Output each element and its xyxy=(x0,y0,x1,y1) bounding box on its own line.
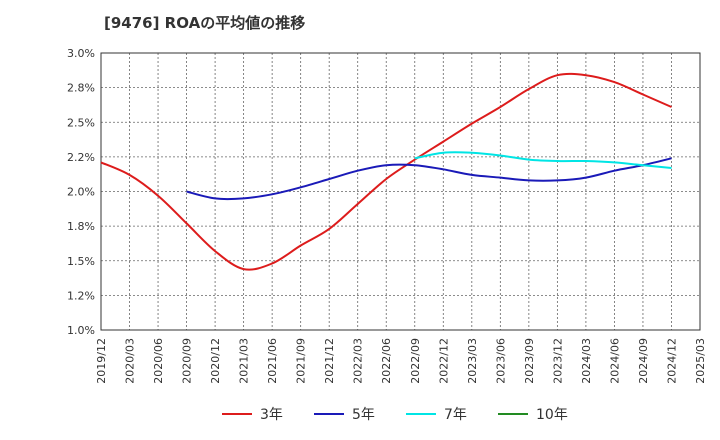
plot-area xyxy=(101,53,700,330)
series-line-3 xyxy=(414,151,672,169)
x-tick-label: 2024/06 xyxy=(608,338,621,384)
x-tick-label: 2021/06 xyxy=(266,338,279,384)
axes xyxy=(100,52,701,331)
x-tick-label: 2020/09 xyxy=(181,338,194,384)
x-tick-label: 2022/06 xyxy=(380,338,393,384)
x-tick-label: 2023/09 xyxy=(523,338,536,384)
legend-label: 10年 xyxy=(536,407,568,423)
x-tick-label: 2022/09 xyxy=(409,338,422,384)
x-tick-label: 2024/12 xyxy=(665,338,678,384)
y-tick-labels: 1.0% 1.2% 1.5% 1.8% 2.0% 2.2% 2.5% 2.8% 3.0% xyxy=(67,47,95,337)
y-tick-label: 1.2% xyxy=(67,289,95,302)
x-tick-label: 2024/03 xyxy=(580,338,593,384)
x-tick-label: 2019/12 xyxy=(95,338,108,384)
legend-label: 3年 xyxy=(260,407,283,423)
x-tick-label: 2020/03 xyxy=(124,338,137,384)
y-tick-label: 3.0% xyxy=(67,47,95,60)
x-tick-label: 2022/12 xyxy=(437,338,450,384)
y-tick-label: 2.8% xyxy=(67,82,95,95)
series-line-2 xyxy=(186,157,672,201)
x-tick-label: 2023/12 xyxy=(551,338,564,384)
y-tick-label: 2.0% xyxy=(67,186,95,199)
plot-frame xyxy=(100,52,701,331)
x-tick-label: 2021/03 xyxy=(238,338,251,384)
x-tick-label: 2024/09 xyxy=(637,338,650,384)
x-tick-label: 2023/03 xyxy=(466,338,479,384)
chart-title: [9476] ROAの平均値の推移 xyxy=(104,14,306,32)
y-tick-label: 1.0% xyxy=(67,324,95,337)
x-tick-label: 2021/12 xyxy=(323,338,336,384)
x-tick-label: 2021/09 xyxy=(295,338,308,384)
y-tick-label: 2.2% xyxy=(67,151,95,164)
x-tick-label: 2020/12 xyxy=(209,338,222,384)
x-tick-label: 2025/03 xyxy=(694,338,707,384)
y-tick-label: 1.5% xyxy=(67,255,95,268)
x-tick-labels: 2019/12 2020/03 2020/06 2020/09 2020/12 2021/… xyxy=(95,338,707,384)
series-lines xyxy=(100,72,672,271)
grid xyxy=(101,53,700,330)
x-tick-label: 2020/06 xyxy=(152,338,165,384)
y-tick-label: 1.8% xyxy=(67,220,95,233)
legend: 3年 5年 7年 10年 xyxy=(222,407,568,423)
x-tick-label: 2022/03 xyxy=(352,338,365,384)
x-tick-label: 2023/06 xyxy=(494,338,507,384)
series-line-1 xyxy=(100,72,672,271)
legend-label: 7年 xyxy=(444,407,467,423)
legend-label: 5年 xyxy=(352,407,375,423)
y-tick-label: 2.5% xyxy=(67,116,95,129)
